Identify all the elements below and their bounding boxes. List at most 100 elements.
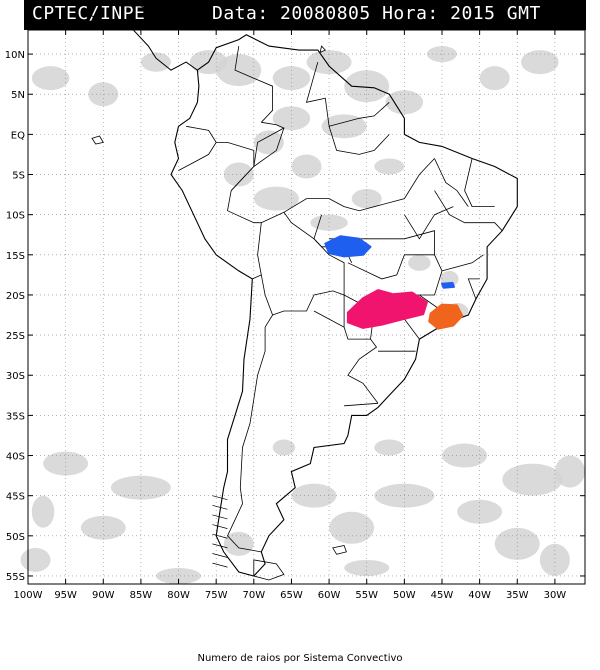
- cloud-patch-19: [479, 66, 510, 91]
- island-outline-0: [319, 45, 326, 54]
- island-outline-1: [91, 135, 104, 145]
- fjord-mark: [212, 524, 228, 529]
- cloud-patch-14: [291, 154, 322, 179]
- border-line-2: [234, 46, 274, 123]
- lon-label-60W: 60W: [318, 590, 341, 601]
- border-line-7: [313, 310, 371, 340]
- fjord-mark: [212, 543, 228, 549]
- convective-systems-layer: [324, 235, 464, 330]
- lat-label-EQ: EQ: [11, 130, 25, 141]
- lat-label-35S: 35S: [6, 411, 25, 422]
- island-outline-3: [253, 559, 285, 581]
- lon-label-65W: 65W: [280, 590, 303, 601]
- convective-system-rio-sp-coast-cluster: [428, 303, 464, 330]
- cloud-patch-26: [80, 515, 126, 540]
- border-line-5: [252, 222, 262, 280]
- lon-label-75W: 75W: [205, 590, 228, 601]
- cloud-patch-40: [31, 495, 55, 528]
- cloud-patch-34: [494, 527, 540, 560]
- border-line-1: [227, 121, 379, 404]
- border-line-15: [434, 190, 503, 231]
- cloud-patch-13: [253, 186, 299, 211]
- border-line-20: [253, 127, 285, 167]
- time-label: Hora:: [382, 3, 439, 24]
- lat-label-15S: 15S: [6, 251, 25, 262]
- fjord-mark: [212, 553, 228, 558]
- fjord-mark: [212, 514, 228, 520]
- title-bar: CPTEC/INPE Data: 20080805 Hora: 2015 GMT: [24, 0, 586, 30]
- lat-label-40S: 40S: [6, 452, 25, 463]
- longitude-labels: 100W 95W 90W 85W 80W 75W 70W 65W 60W 55W 50W 45W 40W…: [14, 590, 567, 601]
- lat-label-5S: 5S: [12, 171, 25, 182]
- lon-label-40W: 40W: [468, 590, 491, 601]
- lon-label-30W: 30W: [544, 590, 567, 601]
- lon-label-50W: 50W: [393, 590, 416, 601]
- lon-label-85W: 85W: [130, 590, 153, 601]
- lat-label-10S: 10S: [6, 211, 25, 222]
- time-value: 2015 GMT: [450, 3, 541, 24]
- cloud-layer: [20, 46, 585, 584]
- cloud-patch-4: [216, 54, 262, 87]
- convective-system-mato-grosso-cell: [324, 235, 372, 258]
- axis-ticks: [27, 30, 585, 584]
- cloud-patch-41: [374, 439, 405, 456]
- cloud-patch-31: [502, 463, 563, 496]
- date-value: 20080805: [280, 3, 371, 24]
- cloud-patch-28: [329, 511, 375, 544]
- lat-label-20S: 20S: [6, 291, 25, 302]
- border-line-14: [404, 206, 454, 240]
- border-line-6: [260, 274, 345, 316]
- cloud-patch-21: [408, 254, 431, 271]
- cloud-patch-30: [457, 499, 503, 524]
- border-line-16: [464, 158, 495, 208]
- cloud-patch-39: [20, 547, 51, 572]
- border-line-22: [419, 254, 443, 296]
- lat-label-10N: 10N: [5, 50, 25, 61]
- date-label: Data:: [212, 3, 269, 24]
- map-frame: [27, 29, 586, 585]
- border-line-18: [283, 198, 330, 213]
- cloud-patch-10: [321, 114, 367, 139]
- lat-label-45S: 45S: [6, 492, 25, 503]
- lat-label-5N: 5N: [11, 90, 25, 101]
- fjord-mark: [212, 504, 228, 510]
- convective-system-parana-sp-cluster: [346, 289, 428, 329]
- lon-label-90W: 90W: [92, 590, 115, 601]
- coastline-layer: [87, 0, 518, 581]
- border-line-21: [441, 254, 484, 272]
- border-line-8: [227, 314, 273, 553]
- lon-label-45W: 45W: [431, 590, 454, 601]
- caribbean-coastline: [114, 0, 157, 15]
- map-caption: Numero de raios por Sistema Convectivo: [197, 653, 403, 664]
- cloud-patch-38: [156, 567, 202, 584]
- lon-label-55W: 55W: [355, 590, 378, 601]
- lat-label-25S: 25S: [6, 331, 25, 342]
- fjord-mark: [212, 533, 228, 539]
- cloud-patch-11: [253, 130, 284, 155]
- border-line-26: [434, 158, 469, 207]
- border-line-24: [467, 278, 480, 300]
- cloud-patch-17: [374, 158, 405, 175]
- cloud-patch-0: [31, 66, 70, 91]
- fjord-mark: [212, 562, 228, 568]
- central-america-coastline: [87, 13, 198, 71]
- cloud-patch-36: [344, 559, 390, 576]
- lat-label-30S: 30S: [6, 371, 25, 382]
- border-line-17: [328, 158, 435, 212]
- cloud-patch-27: [291, 483, 337, 508]
- cloud-patch-35: [539, 543, 570, 576]
- latitude-labels: 10N 5N EQ 5S 10S 15S 20S 25S 30S 35S 40S 45S 50S 55S: [5, 50, 25, 583]
- lon-label-95W: 95W: [54, 590, 77, 601]
- lon-label-100W: 100W: [14, 590, 43, 601]
- border-line-19: [328, 126, 390, 155]
- border-line-9: [344, 402, 379, 407]
- south-america-coastline: [170, 34, 518, 577]
- convective-system-minas-small-cell: [441, 281, 455, 289]
- cloud-patch-12: [223, 162, 254, 187]
- cloud-patch-37: [223, 531, 254, 556]
- lat-label-50S: 50S: [6, 532, 25, 543]
- border-line-4: [216, 141, 255, 191]
- island-outline-2: [332, 545, 347, 555]
- datetime-label: Data: 20080805 Hora: 2015 GMT: [212, 3, 541, 24]
